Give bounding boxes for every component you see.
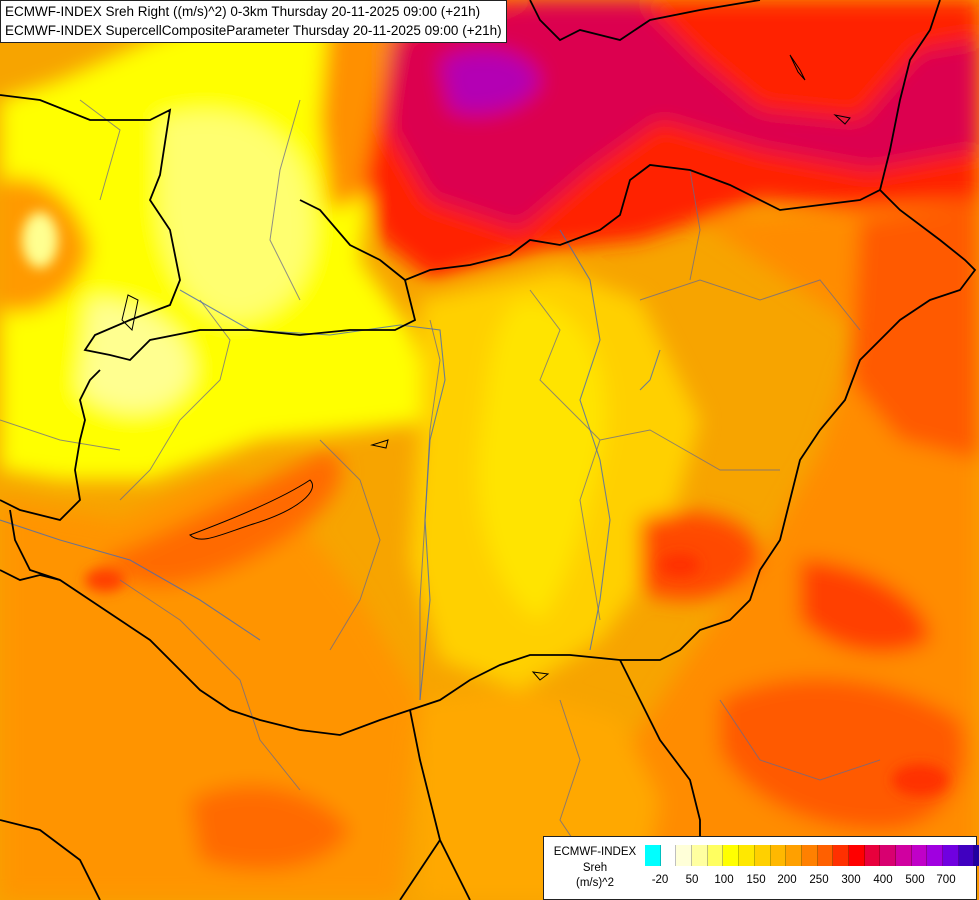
region-border [639,279,861,331]
legend-title-model: ECMWF-INDEX [553,846,637,858]
legend-title-unit: (m/s)^2 [576,877,614,889]
field-east-red [850,200,979,460]
legend-swatch [786,845,802,866]
legend-swatch [723,845,740,866]
scp-contour [789,54,806,81]
legend-swatch [692,845,708,866]
river [639,349,661,391]
country-border [0,819,101,900]
legend-swatch [645,845,661,866]
scp-contour [121,294,139,332]
field-east-red3 [800,560,930,654]
legend-swatch [739,845,755,866]
legend-tick-label: 500 [905,874,925,886]
region-border [319,439,381,651]
legend-swatch [958,845,975,866]
legend-swatch [880,845,896,866]
region-border [529,289,601,621]
field-hotspot-east [660,553,700,577]
region-border [119,299,231,501]
country-border [399,839,441,900]
legend-swatch [864,845,881,866]
field-north-magenta [390,0,979,230]
header-line-sreh: ECMWF-INDEX Sreh Right ((m/s)^2) 0-3km T… [5,4,481,19]
field-hotspot-sw [85,568,125,592]
legend-tick-label: 400 [873,874,893,886]
scp-contour [189,479,313,540]
river [179,289,446,701]
legend-tick-label: 200 [777,874,797,886]
region-border [719,699,881,781]
legend-tick-label: 250 [809,874,829,886]
legend-swatch [833,845,849,866]
country-border [0,569,61,581]
field-nw-yellow-light [160,112,313,320]
legend-swatch [707,845,724,866]
scp-contour [833,114,851,125]
field-nw-light2 [80,300,192,412]
region-border [79,99,121,201]
legend-swatch [927,845,944,866]
legend-tick-label: 50 [685,874,699,886]
legend-tick-label: 150 [746,874,766,886]
header-line-scp: ECMWF-INDEX SupercellCompositeParameter … [5,23,502,38]
scp-contour [531,671,550,681]
region-border [599,429,780,471]
scp-contour [370,439,389,449]
legend-swatch [911,845,928,866]
region-border [0,419,121,451]
field-hotspot-west [22,212,58,268]
legend-tick-label: 100 [714,874,734,886]
river [0,519,261,641]
country-border [0,94,977,736]
legend-swatch [801,845,818,866]
legend-title: ECMWF-INDEX Sreh (m/s)^2 [548,845,642,892]
region-border [269,99,301,301]
legend-swatch [660,845,677,866]
color-legend: ECMWF-INDEX Sreh (m/s)^2 -20 50 100 150 200 2… [543,836,979,900]
country-border [879,0,941,191]
legend-swatch [974,845,979,866]
country-border [299,199,406,281]
field-hotspot-se [892,764,948,796]
legend-ticks: -20 50 100 150 200 250 300 400 500 700 [645,874,975,890]
legend-swatch [943,845,959,866]
legend-title-param: Sreh [582,861,608,874]
country-border [529,0,761,42]
legend-tick-label: -20 [651,874,669,886]
region-border [689,169,701,281]
legend-swatch [848,845,865,866]
country-border [409,709,471,900]
legend-tick-label: 700 [936,874,956,886]
country-border [0,369,101,521]
legend-swatch [754,845,771,866]
legend-swatch [770,845,787,866]
legend-swatch [896,845,912,866]
river [559,229,611,651]
legend-swatch [817,845,834,866]
field-east-red2 [640,512,760,600]
field-sw-red [100,450,342,587]
region-border [119,579,301,791]
field-central-yellow [478,300,607,620]
map-header: ECMWF-INDEX Sreh Right ((m/s)^2) 0-3km T… [0,0,507,43]
field-north-orange [320,0,400,210]
legend-swatch [676,845,693,866]
legend-tick-label: 300 [841,874,861,886]
legend-swatches [645,845,979,866]
field-north-purple [440,49,540,114]
field-sw-red2 [190,785,350,870]
